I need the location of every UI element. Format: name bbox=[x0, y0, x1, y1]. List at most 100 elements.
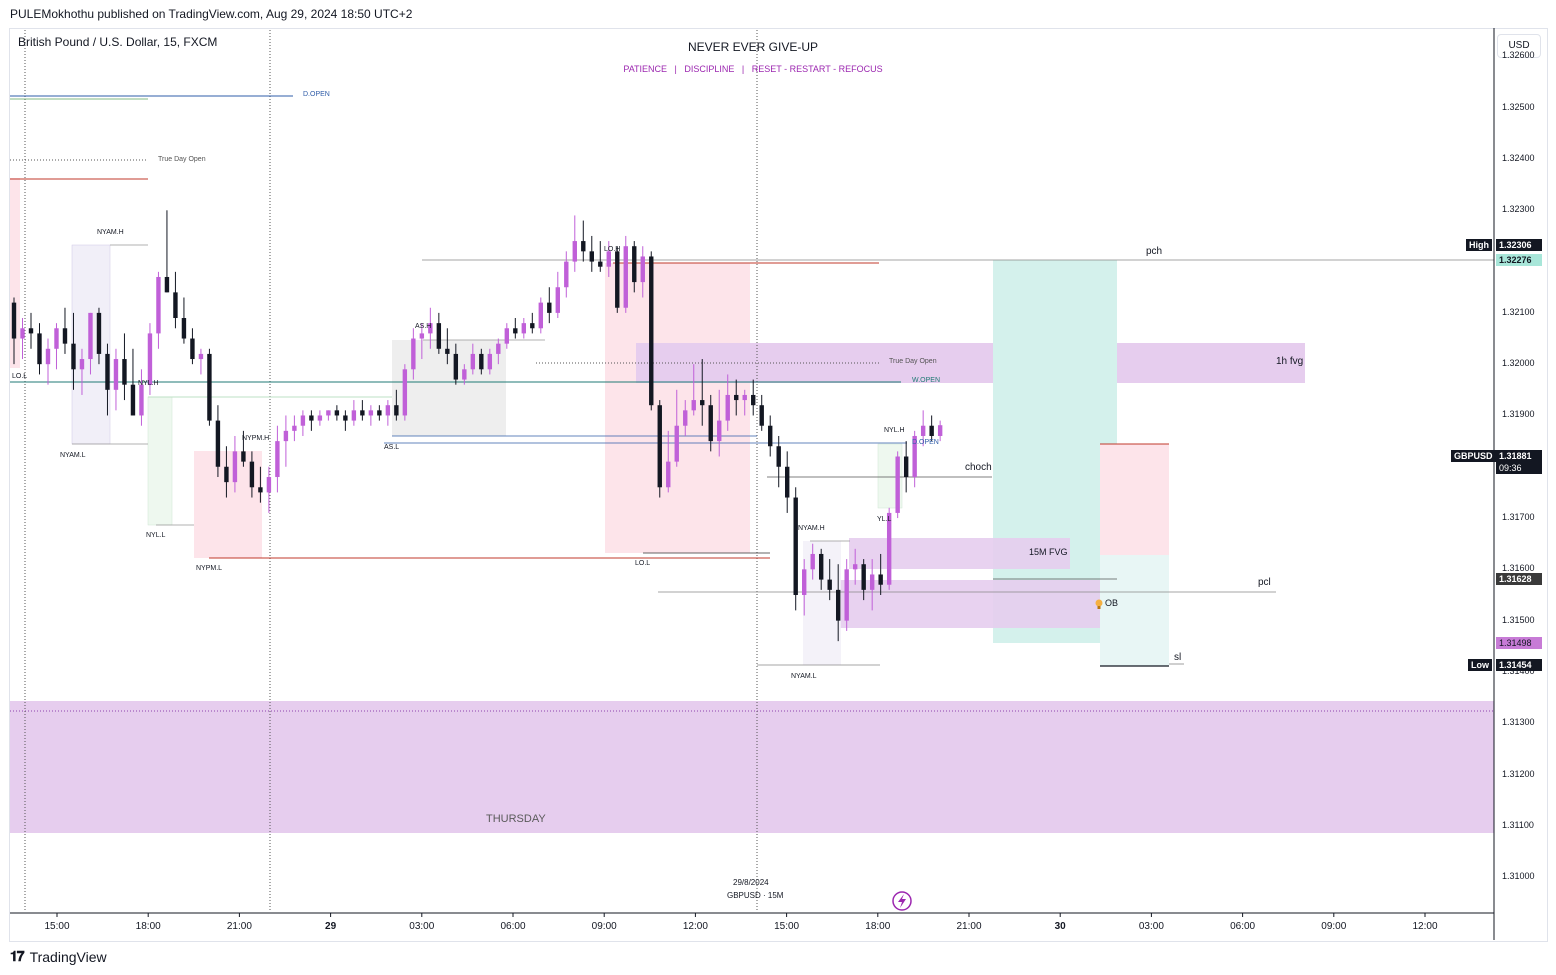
candle-body bbox=[232, 451, 238, 483]
high-tag-value: 1.32306 bbox=[1496, 239, 1542, 251]
candle-body bbox=[249, 461, 255, 488]
price-tick-label: 1.31900 bbox=[1502, 409, 1535, 420]
label-thursday: THURSDAY bbox=[486, 813, 546, 825]
label-as-l: AS.L bbox=[384, 444, 400, 451]
candle-body bbox=[886, 512, 892, 585]
candle-body bbox=[818, 553, 824, 580]
candle-body bbox=[130, 384, 136, 416]
ob-zone bbox=[840, 580, 1123, 628]
watermark-date: 29/8/2024 bbox=[733, 878, 769, 887]
candle-body bbox=[895, 456, 900, 513]
candle-body bbox=[564, 261, 569, 288]
time-tick-label: 18:00 bbox=[865, 921, 891, 932]
candle-body bbox=[547, 302, 552, 313]
candle-body bbox=[351, 410, 357, 421]
countdown-tag: 09:36 bbox=[1496, 462, 1542, 474]
candle-body bbox=[436, 323, 442, 349]
label-nyl-h-1: NYL.H bbox=[138, 380, 159, 387]
label-true-day-open-left: True Day Open bbox=[158, 156, 206, 163]
candle-body bbox=[912, 435, 917, 478]
candle-body bbox=[402, 369, 408, 416]
price-tick-label: 1.31300 bbox=[1502, 717, 1535, 728]
candle-body bbox=[683, 410, 688, 426]
candle-body bbox=[156, 276, 161, 334]
time-tick-label: 15:00 bbox=[44, 921, 70, 932]
candle-body bbox=[11, 302, 17, 339]
lightbulb-icon bbox=[1095, 599, 1103, 609]
candle-body bbox=[793, 497, 798, 595]
candle-body bbox=[708, 405, 713, 442]
current-price-tag: 1.31881 bbox=[1496, 450, 1542, 462]
time-tick-label: 06:00 bbox=[1230, 921, 1256, 932]
candle-body bbox=[62, 328, 68, 344]
label-nyam-h-1: NYAM.H bbox=[97, 229, 124, 236]
time-tick-label: 30 bbox=[1054, 921, 1066, 932]
publisher-header: PULEMokhothu published on TradingView.co… bbox=[10, 7, 413, 21]
candle-body bbox=[538, 302, 544, 329]
price-tick-label: 1.32100 bbox=[1502, 306, 1535, 317]
candle-body bbox=[411, 338, 416, 370]
watermark-pair: GBPUSD · 15M bbox=[727, 891, 784, 900]
candle-body bbox=[181, 318, 187, 339]
label-nyl-h-2: NYL.H bbox=[884, 427, 905, 434]
price-tick-label: 1.31700 bbox=[1502, 512, 1535, 523]
candle-body bbox=[615, 251, 620, 308]
candle-body bbox=[725, 394, 730, 421]
candle-body bbox=[530, 323, 535, 329]
candle-body bbox=[445, 348, 450, 354]
symbol-title[interactable]: British Pound / U.S. Dollar, 15, FXCM bbox=[18, 35, 218, 49]
candle-body bbox=[717, 420, 722, 442]
candle-body bbox=[241, 451, 246, 462]
candle-body bbox=[377, 410, 382, 416]
label-nyl-l-2: YL.L bbox=[877, 516, 892, 523]
candle-body bbox=[835, 589, 841, 621]
low-tag-value: 1.31454 bbox=[1496, 659, 1542, 671]
candle-body bbox=[555, 287, 560, 313]
label-lo-l-1: LO.L bbox=[12, 373, 28, 380]
price-tick-label: 1.32600 bbox=[1502, 50, 1535, 61]
time-tick-label: 12:00 bbox=[1412, 921, 1438, 932]
label-nyam-h-2: NYAM.H bbox=[798, 525, 825, 532]
candle-body bbox=[700, 400, 705, 406]
time-tick-label: 09:00 bbox=[591, 921, 617, 932]
fvg-15m-zone bbox=[849, 538, 1070, 569]
candle-body bbox=[292, 425, 297, 431]
time-tick-label: 18:00 bbox=[135, 921, 161, 932]
label-sl: sl bbox=[1174, 652, 1182, 663]
price-tick-label: 1.31500 bbox=[1502, 614, 1535, 625]
time-tick-marks bbox=[56, 913, 1426, 917]
candle-body bbox=[674, 425, 679, 462]
candle-body bbox=[657, 405, 662, 488]
candle-body bbox=[37, 333, 42, 365]
time-tick-label: 03:00 bbox=[409, 921, 435, 932]
time-tick-label: 06:00 bbox=[500, 921, 526, 932]
candle-body bbox=[198, 353, 204, 360]
label-pcl: pcl bbox=[1258, 577, 1271, 588]
candle-body bbox=[810, 553, 815, 570]
candle-body bbox=[487, 353, 493, 370]
stop-pink-zone bbox=[1100, 444, 1169, 555]
lightning-icon[interactable] bbox=[892, 891, 912, 911]
candle-body bbox=[88, 312, 93, 360]
candle-body bbox=[666, 461, 671, 488]
price-tick-label: 1.31100 bbox=[1502, 819, 1534, 830]
candle-body bbox=[598, 261, 603, 267]
candles-layer bbox=[11, 210, 943, 642]
currency-button[interactable]: USD bbox=[1497, 34, 1541, 58]
candle-body bbox=[190, 338, 195, 360]
candle-body bbox=[640, 256, 645, 283]
candle-body bbox=[266, 477, 272, 493]
label-nyam-l-2: NYAM.L bbox=[791, 673, 817, 680]
candle-body bbox=[785, 466, 790, 498]
candle-body bbox=[215, 420, 221, 467]
candle-body bbox=[394, 405, 399, 416]
fvg-1h-zone bbox=[636, 343, 1305, 383]
tradingview-logo[interactable]: 𝟏𝟕 TradingView bbox=[10, 948, 107, 965]
high-tag-label: High bbox=[1466, 239, 1492, 251]
label-d-open-top: D.OPEN bbox=[303, 91, 330, 98]
candle-body bbox=[343, 415, 348, 421]
stop-teal-zone bbox=[1100, 555, 1169, 666]
tradingview-logo-text: TradingView bbox=[29, 948, 107, 965]
time-tick-label: 09:00 bbox=[1321, 921, 1347, 932]
